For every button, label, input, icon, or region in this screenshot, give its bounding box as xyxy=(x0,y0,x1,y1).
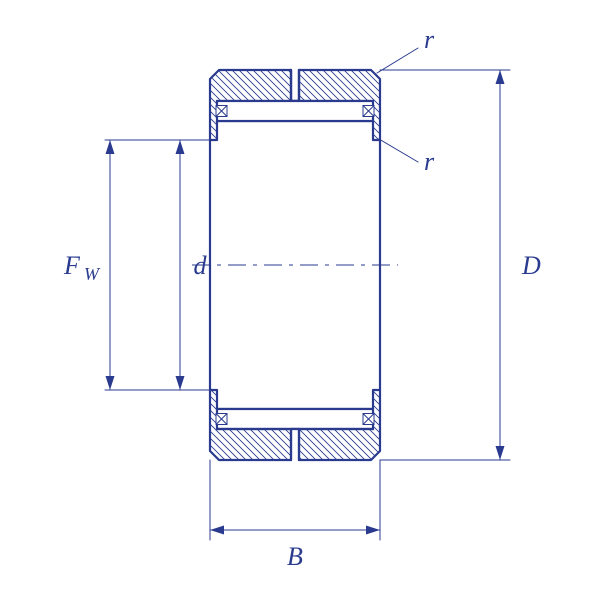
svg-text:W: W xyxy=(84,264,101,284)
svg-text:F: F xyxy=(63,251,81,280)
svg-text:B: B xyxy=(287,542,303,571)
svg-text:D: D xyxy=(521,251,541,280)
svg-text:r: r xyxy=(424,25,435,54)
svg-text:d: d xyxy=(194,251,208,280)
svg-text:r: r xyxy=(424,147,435,176)
